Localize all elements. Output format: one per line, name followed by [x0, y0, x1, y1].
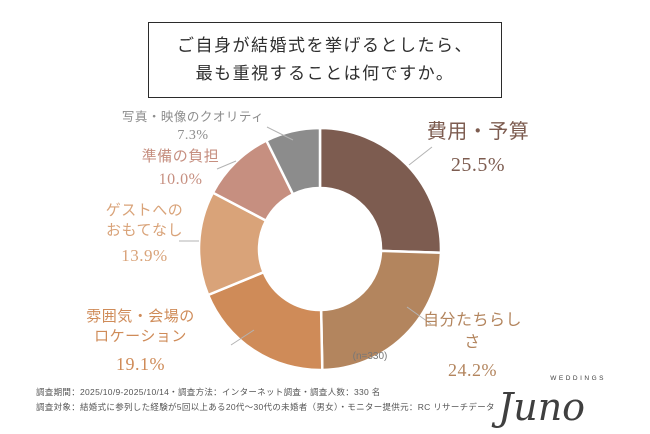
segment-label-text: 写真・映像のクオリティ [121, 110, 265, 124]
segment-percent: 24.2% [448, 360, 497, 381]
segment-label-guests: ゲストへの おもてなし 13.9% [92, 201, 197, 267]
chart-title: ご自身が結婚式を挙げるとしたら、 最も重視することは何ですか。 [148, 22, 502, 99]
segment-label-cost: 費用・予算 25.5% [418, 119, 538, 179]
donut-segment [319, 249, 443, 372]
segment-label-photo: 写真・映像のクオリティ 7.3% [108, 109, 278, 146]
segment-label-text: 雰囲気・会場の ロケーション [86, 309, 195, 346]
segment-label-text: 費用・予算 [426, 121, 530, 143]
leader-line [408, 146, 433, 166]
leader-line [216, 160, 237, 170]
segment-label-preparation: 準備の負担 10.0% [123, 147, 238, 191]
juno-weddings-logo: WEDDINGS Juno [498, 374, 608, 426]
survey-note-line2: 調査対象：結婚式に参列した経験が5回以上ある20代～30代の未婚者（男女）・モニ… [36, 402, 495, 412]
logo-sub-text: WEDDINGS [550, 375, 606, 382]
segment-label-atmosphere: 雰囲気・会場の ロケーション 19.1% [58, 307, 223, 376]
chart-title-line1: ご自身が結婚式を挙げるとしたら、 [177, 36, 473, 55]
segment-label-self: 自分たちらしさ 24.2% [415, 310, 530, 382]
segment-percent: 10.0% [158, 171, 203, 189]
leader-line [230, 329, 255, 346]
segment-percent: 13.9% [121, 245, 168, 265]
sample-size-label: (n=330) [352, 351, 388, 362]
survey-note-line1: 調査期間：2025/10/9-2025/10/14・調査方法：インターネット調査… [36, 387, 381, 397]
segment-percent: 25.5% [450, 154, 506, 176]
survey-notes: 調査期間：2025/10/9-2025/10/14・調査方法：インターネット調査… [36, 385, 495, 415]
segment-percent: 7.3% [177, 127, 209, 143]
leader-line [406, 306, 432, 325]
segment-label-text: 自分たちらしさ [422, 312, 522, 351]
segment-percent: 19.1% [116, 353, 165, 374]
chart-title-line2: 最も重視することは何ですか。 [195, 64, 455, 84]
leader-line [266, 126, 294, 141]
segment-label-text: 準備の負担 [141, 149, 220, 165]
segment-label-text: ゲストへの おもてなし [105, 203, 184, 240]
donut-segment [318, 126, 443, 255]
logo-name-text: Juno [498, 385, 586, 429]
